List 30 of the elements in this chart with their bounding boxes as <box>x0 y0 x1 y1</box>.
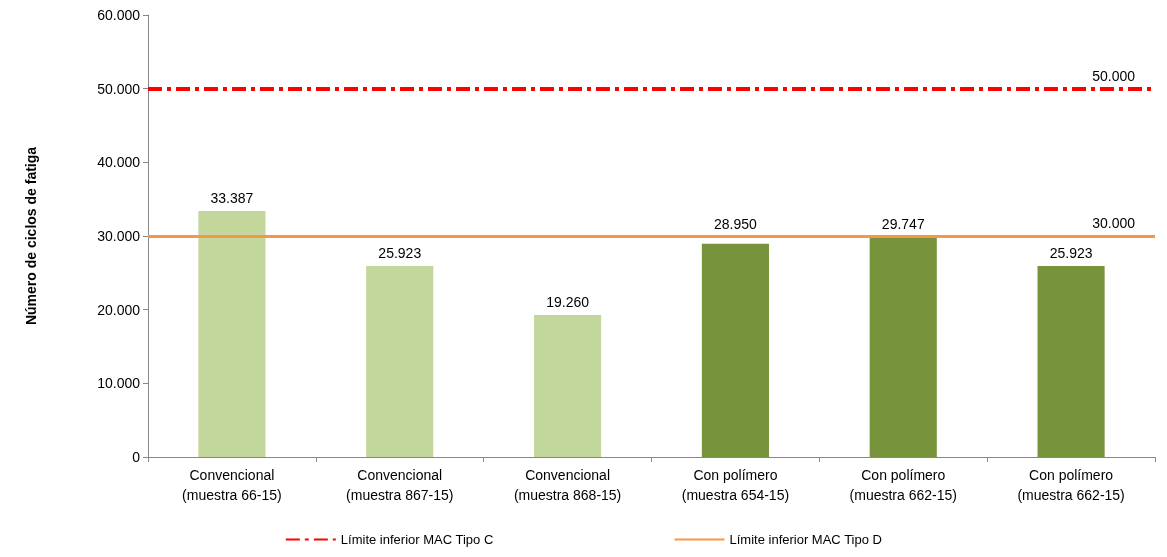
x-tick-label: Con polímero (muestra 654-15) <box>681 467 790 503</box>
data-label: 25.923 <box>1049 245 1093 262</box>
x-tick-label: Con polímero (muestra 662-15) <box>849 467 957 503</box>
x-tick-label: Convencional (muestra 867-15) <box>346 467 454 503</box>
x-tick-label: Convencional (muestra 66-15) <box>182 467 282 503</box>
y-tick-label: 60.000 <box>97 7 141 23</box>
data-label: 29.747 <box>881 216 925 232</box>
legend-label: Límite inferior MAC Tipo C <box>340 532 494 547</box>
bar <box>701 243 769 457</box>
annotation: 30.000 <box>1092 215 1136 231</box>
x-tick-label: Con polímero (muestra 662-15) <box>1017 467 1125 503</box>
data-label: 25.923 <box>378 245 422 262</box>
data-label: 19.260 <box>546 294 590 311</box>
annotation: 50.000 <box>1092 67 1136 84</box>
y-tick-label: 20.000 <box>97 301 141 318</box>
bar <box>198 211 266 457</box>
y-tick-label: 40.000 <box>97 154 141 171</box>
bar <box>366 266 434 457</box>
x-tick-label: Convencional (muestra 868-15) <box>513 467 622 503</box>
data-label: 33.387 <box>210 190 254 207</box>
y-tick-label: 0 <box>132 449 141 465</box>
bar <box>869 237 937 457</box>
data-label: 28.950 <box>714 216 758 232</box>
y-tick-label: 30.000 <box>97 228 141 244</box>
y-tick-label: 10.000 <box>97 375 141 392</box>
y-axis-title: Número de ciclos de fatiga <box>23 146 39 326</box>
bar <box>1037 266 1105 457</box>
y-tick-label: 50.000 <box>97 80 141 97</box>
legend-label: Límite inferior MAC Tipo D <box>729 532 882 547</box>
bar <box>534 315 602 457</box>
